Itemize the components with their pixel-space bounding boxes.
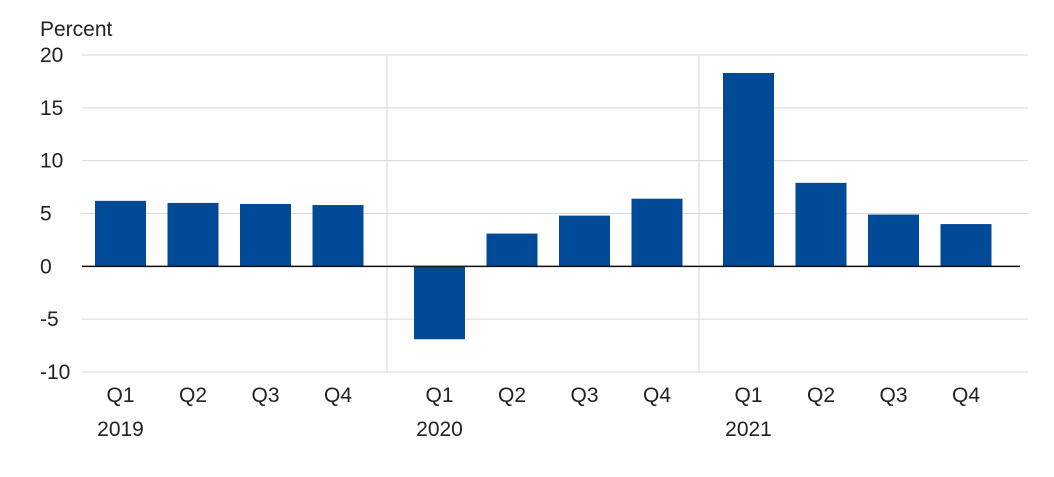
x-tick-label: Q3 <box>879 384 907 407</box>
x-tick-label: Q2 <box>498 384 526 407</box>
y-tick-label: 10 <box>40 150 63 173</box>
bar <box>795 182 847 267</box>
x-tick-label: Q3 <box>570 384 598 407</box>
bar <box>868 214 919 267</box>
y-tick-label: -10 <box>40 361 70 384</box>
x-tick-label: Q1 <box>106 384 134 407</box>
y-tick-label: 0 <box>40 255 52 278</box>
bar <box>940 224 992 267</box>
x-tick-label: Q2 <box>807 384 835 407</box>
x-tick-label: Q4 <box>643 384 671 407</box>
bar <box>167 202 219 267</box>
year-label: 2019 <box>97 418 144 441</box>
bar <box>559 215 610 267</box>
bar <box>95 200 146 267</box>
x-tick-label: Q3 <box>251 384 279 407</box>
bar <box>312 205 364 267</box>
bars <box>95 72 992 340</box>
year-label: 2020 <box>416 418 463 441</box>
labels: Percent 20 15 10 5 0 -5 -10 Q1 Q2 Q3 Q4 2019 Q1 Q2 Q3 Q4… <box>40 18 980 441</box>
bar <box>486 233 538 267</box>
grid-layer <box>82 54 1028 373</box>
bar <box>240 203 291 267</box>
y-tick-label: -5 <box>40 308 59 331</box>
bar <box>414 266 465 340</box>
group-separators <box>386 55 700 372</box>
x-tick-label: Q4 <box>952 384 980 407</box>
year-label: 2021 <box>725 418 772 441</box>
bar <box>723 72 774 267</box>
y-axis-label: Percent <box>40 18 113 41</box>
x-tick-label: Q4 <box>324 384 352 407</box>
y-tick-label: 5 <box>40 203 52 226</box>
bar <box>631 198 683 267</box>
x-tick-label: Q1 <box>734 384 762 407</box>
x-tick-label: Q2 <box>179 384 207 407</box>
x-tick-label: Q1 <box>425 384 453 407</box>
y-tick-label: 15 <box>40 97 63 120</box>
y-tick-label: 20 <box>40 44 63 67</box>
